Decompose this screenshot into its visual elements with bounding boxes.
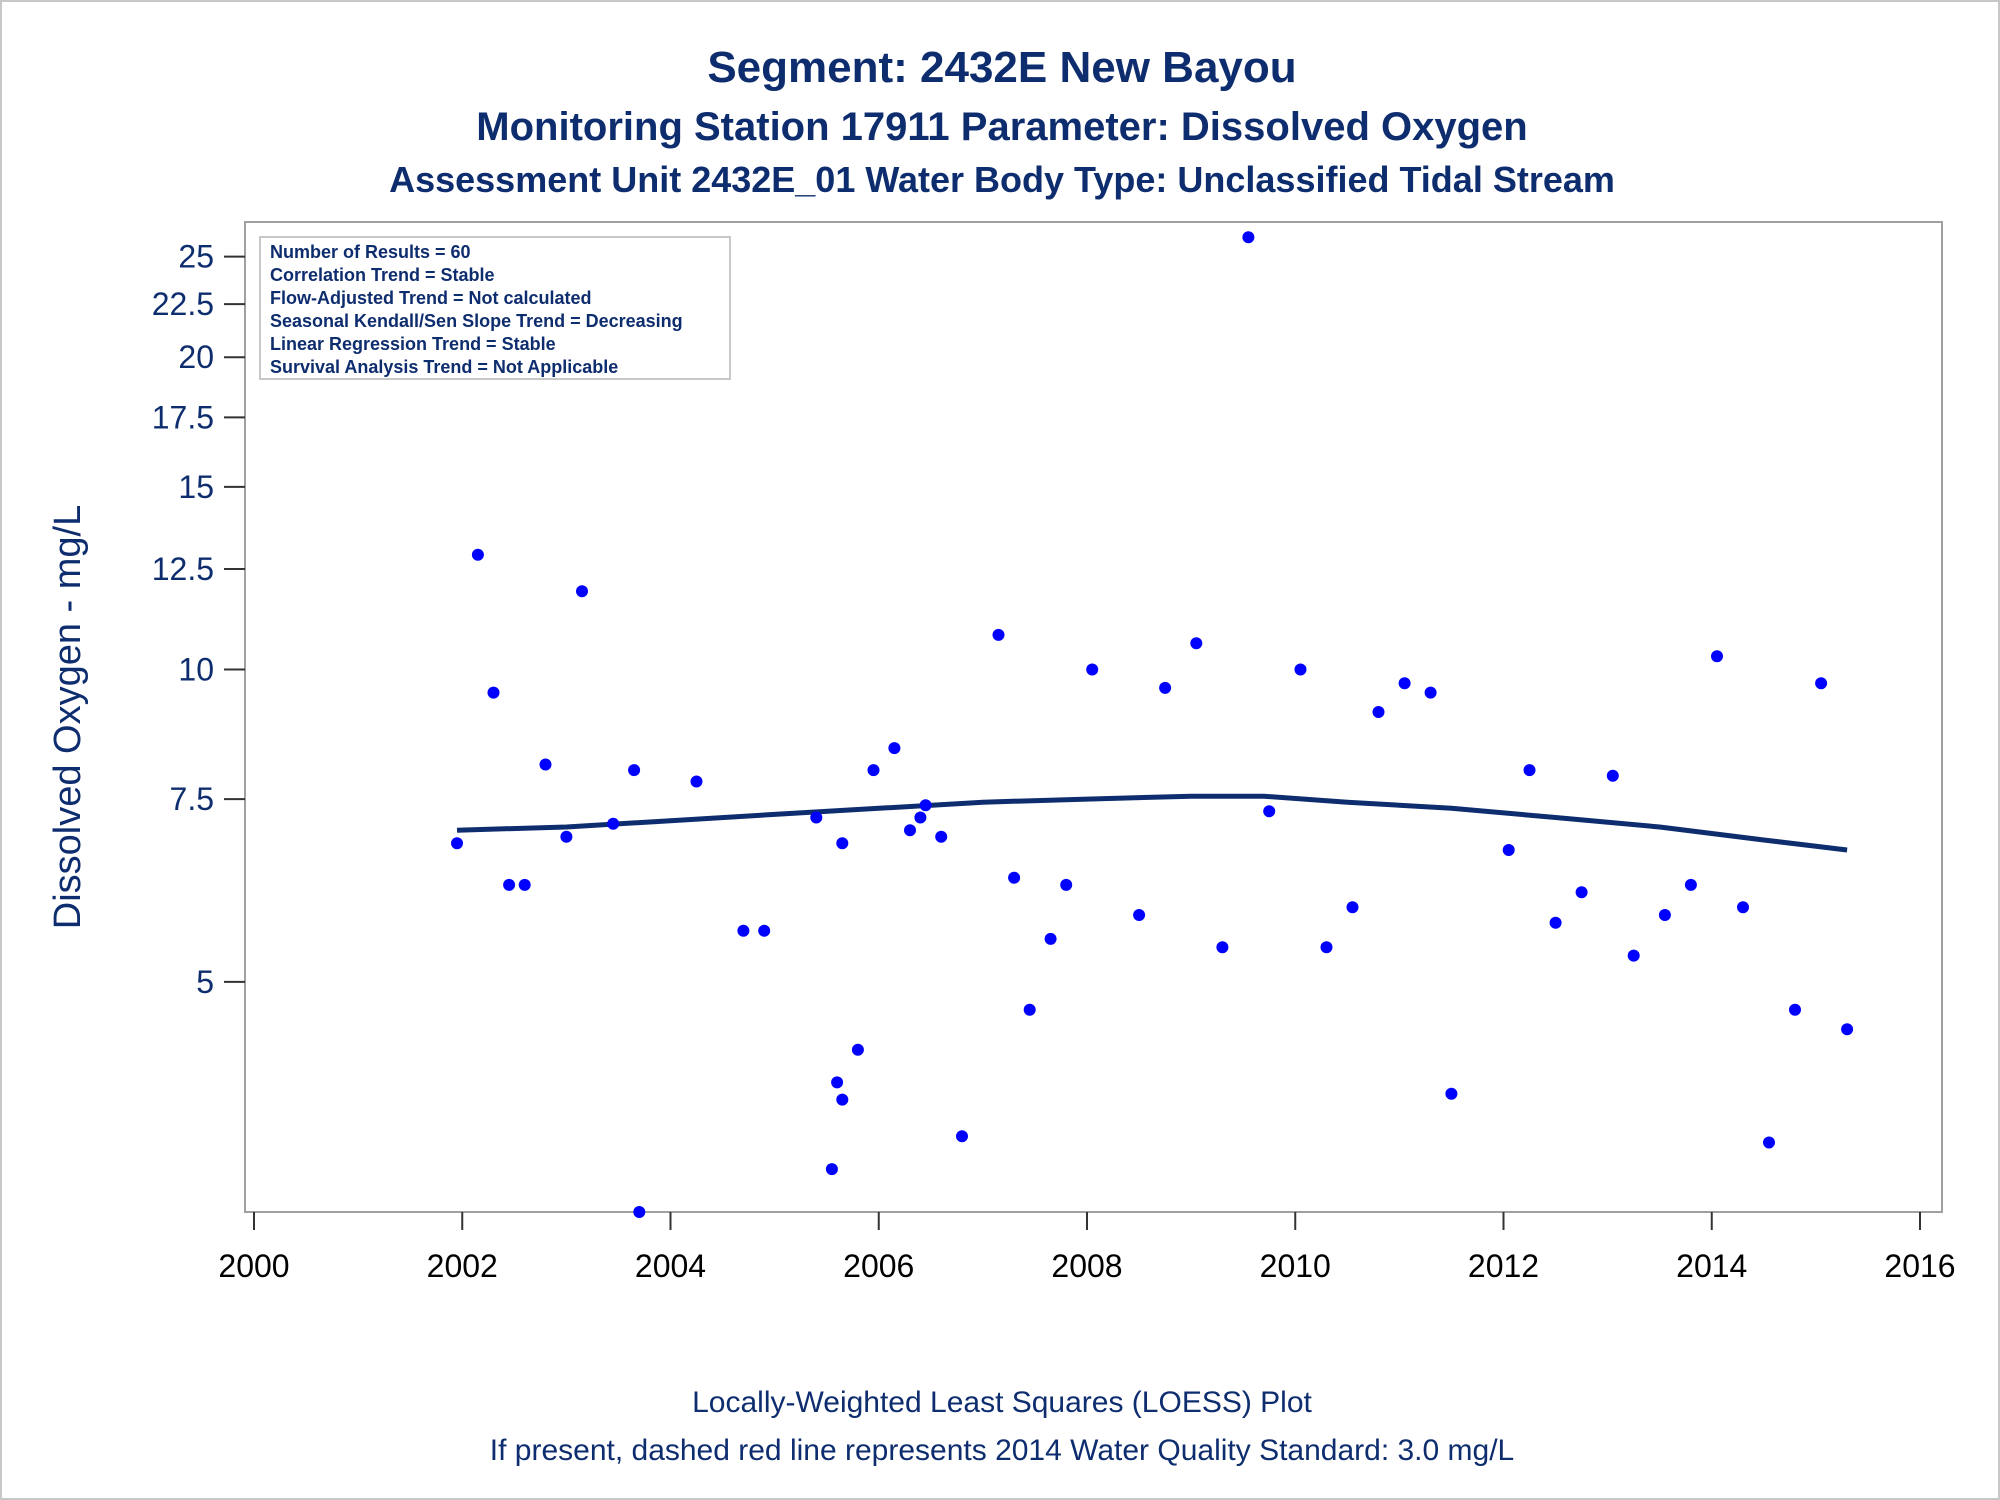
stat-linear-regression-trend: Linear Regression Trend = Stable	[270, 334, 556, 354]
data-point	[628, 764, 641, 777]
stat-survival-analysis-trend: Survival Analysis Trend = Not Applicable	[270, 357, 618, 377]
data-point	[1044, 932, 1057, 945]
data-point	[633, 1206, 646, 1218]
x-tick-label: 2008	[1051, 1248, 1122, 1284]
stat-seasonal-kendall-trend: Seasonal Kendall/Sen Slope Trend = Decre…	[270, 311, 683, 331]
stat-number-of-results: Number of Results = 60	[270, 242, 471, 262]
y-tick-label: 5	[196, 964, 214, 1000]
x-tick-label: 2006	[843, 1248, 914, 1284]
data-point	[1320, 941, 1333, 954]
x-tick-label: 2010	[1260, 1248, 1331, 1284]
data-point	[1216, 941, 1229, 954]
data-point	[810, 811, 823, 824]
data-point	[992, 628, 1005, 641]
data-point	[1023, 1003, 1036, 1016]
data-point	[1060, 878, 1073, 891]
y-tick-label: 20	[178, 339, 214, 375]
footnote-loess: Locally-Weighted Least Squares (LOESS) P…	[692, 1386, 1312, 1419]
x-tick-label: 2014	[1676, 1248, 1747, 1284]
data-point	[451, 837, 463, 850]
data-point	[1502, 844, 1515, 856]
data-point	[1627, 949, 1640, 962]
data-point	[1658, 909, 1671, 921]
data-point	[888, 742, 901, 755]
data-point	[1815, 677, 1828, 690]
y-axis: 5 7.5 10 12.5 15 17.5 20 22.5 25	[152, 239, 245, 1000]
footnote-standard: If present, dashed red line represents 2…	[490, 1434, 1514, 1467]
data-point	[1294, 663, 1307, 676]
stat-correlation-trend: Correlation Trend = Stable	[270, 265, 495, 285]
data-point	[1263, 805, 1276, 818]
data-point	[1763, 1136, 1775, 1149]
y-tick-label: 22.5	[152, 286, 214, 322]
data-point	[1190, 637, 1203, 650]
chart-subtitle-assessment: Assessment Unit 2432E_01 Water Body Type…	[389, 159, 1615, 200]
chart-title: Segment: 2432E New Bayou	[707, 43, 1296, 92]
data-point	[1424, 686, 1437, 699]
x-tick-label: 2016	[1884, 1248, 1955, 1284]
data-point	[1575, 886, 1588, 899]
y-axis-label: Dissolved Oxygen - mg/L	[47, 505, 89, 930]
data-point	[1711, 650, 1723, 663]
data-points	[451, 231, 1854, 1218]
data-point	[851, 1043, 864, 1056]
data-point	[1346, 901, 1359, 914]
data-point	[539, 758, 552, 771]
data-point	[737, 924, 750, 937]
data-point	[935, 830, 948, 843]
data-point	[1684, 878, 1697, 891]
data-point	[831, 1076, 844, 1089]
plot-area	[244, 221, 1943, 1213]
data-point	[1008, 871, 1021, 884]
x-tick-label: 2002	[427, 1248, 498, 1284]
data-point	[560, 830, 573, 843]
x-tick-label: 2004	[635, 1248, 706, 1284]
data-point	[836, 1093, 849, 1106]
data-point	[825, 1163, 838, 1176]
data-point	[518, 878, 531, 891]
data-point	[471, 548, 484, 561]
stat-flow-adjusted-trend: Flow-Adjusted Trend = Not calculated	[270, 288, 592, 308]
data-point	[503, 878, 516, 891]
data-point	[836, 837, 849, 850]
data-point	[1789, 1003, 1801, 1016]
data-point	[914, 811, 927, 824]
x-tick-label: 2012	[1468, 1248, 1539, 1284]
x-tick-label: 2000	[218, 1248, 289, 1284]
data-point	[758, 924, 771, 937]
stats-box-border	[259, 236, 731, 380]
y-tick-label: 10	[178, 652, 214, 688]
data-point	[956, 1130, 968, 1143]
y-tick-label: 12.5	[152, 551, 214, 587]
y-tick-label: 15	[178, 469, 214, 505]
data-point	[1445, 1087, 1458, 1100]
y-tick-label: 7.5	[170, 781, 214, 817]
chart-subtitle-station: Monitoring Station 17911 Parameter: Diss…	[476, 105, 1527, 149]
data-point	[487, 686, 500, 699]
data-point	[607, 817, 620, 830]
data-point	[1242, 231, 1255, 244]
loess-line	[456, 793, 1848, 853]
data-point	[867, 764, 880, 777]
data-point	[1086, 663, 1099, 676]
data-point	[1398, 677, 1411, 690]
x-axis: 2000 2002 2004 2006 2008 2010 2012 2014 2016	[218, 1212, 1956, 1284]
data-point	[1159, 681, 1172, 694]
data-point	[1372, 706, 1385, 718]
data-point	[1841, 1023, 1854, 1036]
data-point	[1133, 909, 1146, 921]
data-point	[576, 585, 588, 598]
stats-box: Number of Results = 60 Correlation Trend…	[259, 236, 731, 380]
data-point	[1737, 901, 1749, 914]
data-point	[1549, 916, 1562, 929]
y-tick-label: 17.5	[152, 399, 214, 435]
data-point	[904, 824, 916, 837]
data-point	[1523, 764, 1536, 777]
data-point	[919, 799, 932, 812]
data-point	[690, 775, 703, 788]
data-point	[1606, 769, 1619, 782]
y-tick-label: 25	[178, 239, 214, 275]
